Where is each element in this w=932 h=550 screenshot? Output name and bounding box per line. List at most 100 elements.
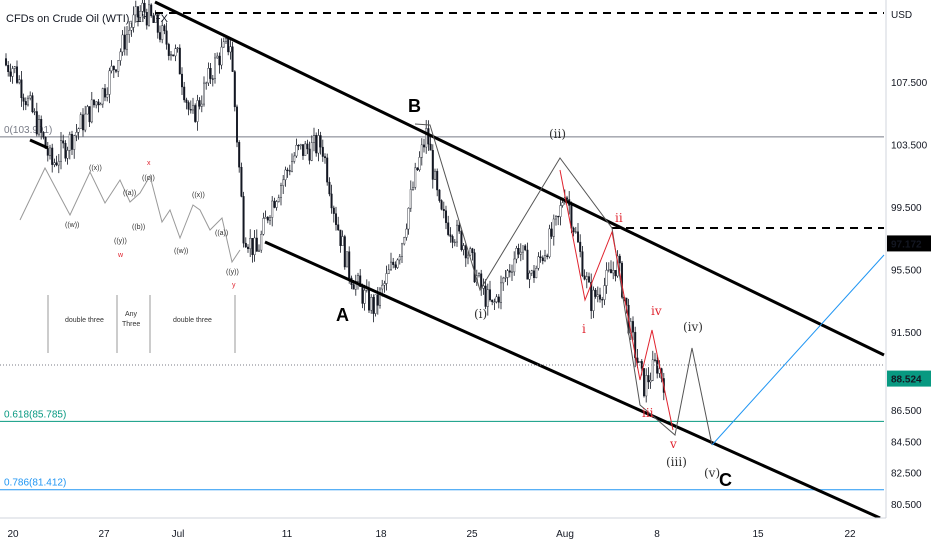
candle-body [178,47,181,75]
candle-body [497,296,500,303]
wave-schematic: ((x)) ((c)) ((a)) ((w)) ((y)) ((b)) ((x)… [19,160,241,353]
candle-body [469,248,472,256]
candle-body [180,73,183,88]
candle-body [121,34,124,53]
candle-body [202,82,205,105]
candle-body [293,155,296,162]
candle-body [513,258,516,273]
price-label-text: 97.172 [891,239,922,250]
candle-body [207,68,210,84]
candle-body [143,2,146,13]
candle-body [90,99,93,123]
candle-body [412,187,415,190]
candle-body [440,200,443,210]
candle-body [224,38,227,42]
price-axis[interactable]: USD 107.500 103.500 99.500 95.500 91.500 86.5… [885,0,932,518]
candle-body [125,34,128,50]
candle-body [438,189,441,201]
candle-body [471,248,474,253]
candle-body [269,217,272,221]
candle-body [403,237,406,245]
candle-body [548,228,551,258]
price-label-text: 88.524 [891,375,922,386]
candle-body [40,119,43,133]
candle-body [108,70,111,95]
candle-body [117,60,120,72]
candle-body [176,47,179,49]
candle-body [18,79,21,83]
candle-body [442,209,445,211]
candle-body [405,228,408,238]
candle-body [266,216,269,221]
candle-body [632,321,635,333]
candle-body [75,131,78,136]
channel-upper-line[interactable] [154,0,885,357]
candle-body [522,245,525,253]
candle-body [605,269,608,286]
candle-body [489,289,492,301]
candle-body [467,254,470,259]
candle-body [502,277,505,284]
candle-body [60,140,63,162]
candle-body [594,289,597,297]
candle-body [566,197,569,200]
wave-label-iv-red: iv [651,304,662,318]
candle-body [482,285,485,289]
candle-body [321,146,324,157]
trend-channel[interactable] [29,0,885,520]
wave-label-ii-red: ii [615,211,623,225]
candle-body [187,102,190,110]
candle-body [134,6,137,16]
candle-body [99,103,102,106]
candle-body [656,360,659,374]
candle-body [139,11,142,18]
candle-body [233,71,236,108]
x-tick-label: 27 [98,529,110,540]
candle-body [348,251,351,279]
candle-body [462,245,465,250]
candle-body [588,276,591,283]
candle-body [31,95,34,113]
x-tick-label: 15 [752,529,764,540]
candle-body [484,285,487,307]
candle-body [95,101,98,106]
candle-body [119,51,122,61]
candle-body [92,99,95,106]
label-a2-dbl: ((a)) [215,230,228,237]
candle-body [387,269,390,274]
wave-label-i-paren: (i) [474,307,487,321]
candle-body [235,106,238,143]
box-any-line1: Any [125,311,138,318]
candle-body [308,148,311,161]
label-x2-dbl: ((x)) [192,192,205,199]
candle-body [385,273,388,284]
wave-label-C: C [719,470,732,490]
candle-body [209,68,212,79]
candle-body [273,200,276,208]
candlestick-series [4,0,665,403]
channel-lower-line[interactable] [264,240,881,520]
candle-body [392,261,395,265]
candle-body [574,231,577,233]
chart-title: CFDs on Crude Oil (WTI), 1h, FX [6,13,169,25]
candle-body [418,157,421,171]
candle-body [174,48,177,57]
candle-body [185,99,188,103]
candle-body [220,46,223,66]
candle-body [198,100,201,107]
candle-body [114,69,117,72]
candle-body [445,210,448,223]
candle-body [429,143,432,151]
candle-body [172,54,175,57]
candle-body [346,251,349,268]
time-axis[interactable]: 20 27 Jul 11 18 25 Aug 8 15 22 [0,517,932,550]
candle-body [330,193,333,209]
candle-body [167,44,170,56]
y-tick-label: 80.500 [891,500,922,511]
candle-body [528,272,531,280]
candle-body [394,264,397,268]
label-b-dbl: ((b)) [132,224,145,231]
candle-body [508,270,511,273]
candle-body [97,101,100,106]
